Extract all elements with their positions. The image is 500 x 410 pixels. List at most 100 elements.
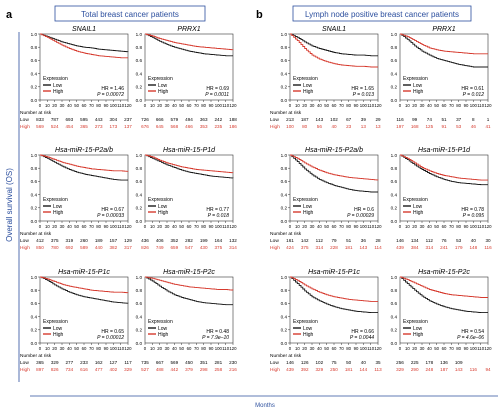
risk-value-high: 454 (65, 124, 73, 129)
legend-label-high: High (413, 332, 424, 338)
x-tick-label: 100 (360, 224, 368, 229)
legend-title: Expression (148, 319, 173, 325)
y-tick-label: 0.8 (391, 288, 398, 293)
y-tick-label: 0.2 (136, 85, 143, 90)
risk-value-high: 375 (214, 245, 222, 250)
x-tick-label: 100 (110, 103, 118, 108)
x-tick-label: 100 (360, 103, 368, 108)
risk-row-low-label: Low (20, 117, 29, 123)
x-tick-label: 60 (187, 346, 192, 351)
x-tick-label: 50 (74, 224, 79, 229)
x-tick-label: 0 (399, 224, 402, 229)
x-tick-label: 70 (89, 224, 94, 229)
x-tick-label: 30 (165, 346, 170, 351)
risk-value-high: 197 (396, 124, 404, 129)
y-tick-label: 0.6 (391, 179, 398, 184)
survival-curve-low (40, 276, 129, 304)
y-tick-label: 1.0 (31, 32, 38, 37)
risk-value-high: 94 (485, 367, 491, 372)
hazard-ratio: HR = 0.67 (101, 207, 124, 213)
hazard-ratio: HR = 0.77 (206, 207, 229, 213)
x-tick-label: 120 (124, 103, 132, 108)
survival-curve-high (400, 33, 488, 55)
y-tick-label: 0.4 (391, 192, 398, 197)
x-tick-label: 90 (104, 224, 109, 229)
x-tick-label: 20 (412, 103, 417, 108)
x-tick-label: 60 (442, 103, 447, 108)
survival-curve-low (400, 33, 488, 68)
risk-value-low: 157 (109, 238, 117, 243)
risk-value-low: 225 (411, 360, 419, 365)
y-tick-label: 0.2 (136, 328, 143, 333)
legend-title: Expression (293, 319, 318, 325)
x-tick-label: 120 (484, 346, 492, 351)
legend-title: Expression (293, 76, 318, 82)
risk-value-high: 375 (301, 245, 309, 250)
number-at-risk-label: Number at risk (270, 231, 302, 237)
x-tick-label: 30 (420, 346, 425, 351)
x-tick-label: 20 (302, 224, 307, 229)
y-tick-label: 0.6 (31, 179, 38, 184)
y-tick-label: 0.6 (31, 58, 38, 63)
x-tick-label: 50 (324, 346, 329, 351)
risk-value-low: 833 (36, 117, 44, 122)
x-tick-label: 50 (74, 346, 79, 351)
y-tick-label: 1.0 (31, 153, 38, 158)
y-tick-label: 0.2 (281, 328, 288, 333)
legend-label-low: Low (303, 326, 313, 332)
km-panel: Hsa-miR-15-P2a/b0.00.20.40.60.81.00 10 20 3… (270, 147, 382, 251)
legend-label-high: High (303, 89, 314, 95)
x-tick-label: 20 (302, 346, 307, 351)
x-tick-label: 0 (39, 346, 42, 351)
legend-label-high: High (413, 89, 424, 95)
risk-value-low: 35 (375, 360, 381, 365)
p-value: P = 7.9e–10 (202, 335, 229, 341)
survival-curve-low (145, 33, 233, 57)
y-tick-label: 1.0 (281, 32, 288, 37)
y-tick-label: 1.0 (281, 275, 288, 280)
x-tick-label: 120 (229, 346, 237, 351)
x-tick-label: 40 (427, 224, 432, 229)
legend-label-high: High (158, 210, 169, 216)
y-tick-label: 1.0 (136, 153, 143, 158)
survival-curve-low (145, 154, 234, 179)
x-tick-label: 90 (464, 103, 469, 108)
risk-value-low: 443 (95, 117, 103, 122)
risk-value-low: 50 (346, 360, 352, 365)
y-tick-label: 0.6 (136, 301, 143, 306)
survival-curve-high (145, 154, 234, 174)
risk-value-high: 143 (359, 245, 367, 250)
risk-value-high: 148 (469, 245, 477, 250)
risk-value-high: 173 (109, 124, 117, 129)
risk-value-low: 129 (124, 238, 132, 243)
risk-value-high: 91 (441, 124, 447, 129)
x-tick-label: 50 (179, 346, 184, 351)
survival-curve-high (40, 154, 129, 172)
x-tick-label: 120 (484, 103, 492, 108)
x-tick-label: 70 (194, 103, 199, 108)
x-tick-label: 40 (172, 103, 177, 108)
y-tick-label: 0.6 (136, 58, 143, 63)
risk-value-low: 132 (229, 238, 237, 243)
risk-value-high: 317 (124, 245, 132, 250)
risk-value-high: 826 (141, 245, 149, 250)
x-tick-label: 60 (332, 224, 337, 229)
x-tick-label: 70 (89, 103, 94, 108)
panel-title: PRRX1 (432, 26, 455, 33)
x-tick-label: 80 (201, 103, 206, 108)
x-tick-label: 20 (302, 103, 307, 108)
legend-label-high: High (303, 210, 314, 216)
risk-value-high: 440 (95, 245, 103, 250)
x-tick-label: 20 (52, 224, 57, 229)
y-tick-label: 0.8 (136, 288, 143, 293)
x-tick-label: 20 (52, 346, 57, 351)
legend-title: Expression (403, 319, 428, 325)
panel-label-a: a (6, 9, 13, 21)
survival-curve-high (290, 154, 379, 181)
y-tick-label: 0.8 (31, 45, 38, 50)
x-tick-label: 40 (317, 224, 322, 229)
y-tick-label: 0.0 (391, 341, 398, 346)
y-tick-label: 0.0 (31, 98, 38, 103)
y-tick-label: 0.8 (391, 45, 398, 50)
